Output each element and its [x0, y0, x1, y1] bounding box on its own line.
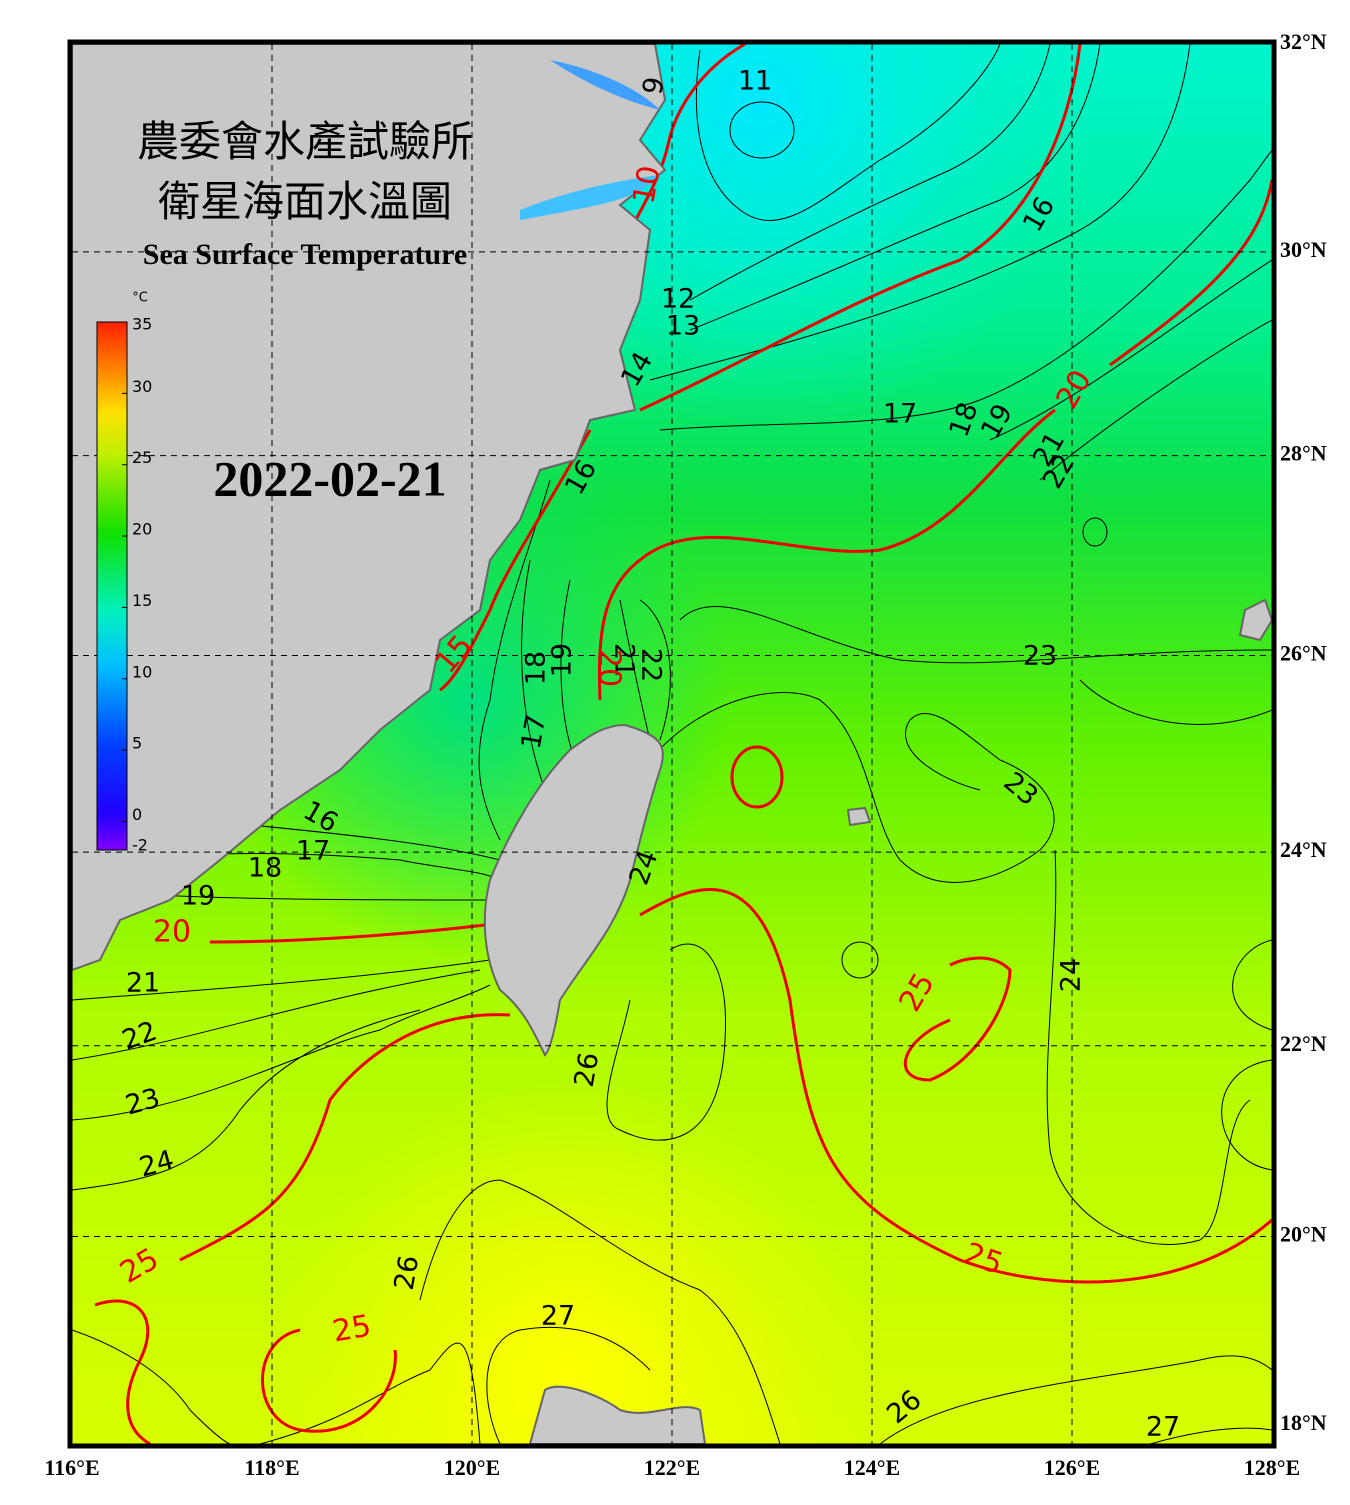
- contour-label: 17: [516, 712, 552, 751]
- colorbar-tick-label: -2: [132, 836, 148, 855]
- axis-labels: 116°E 118°E 120°E 122°E 124°E 126°E 128°E 18°N 2…: [44, 29, 1326, 1480]
- colorbar-tick-label: 25: [132, 448, 152, 467]
- estuary: [550, 60, 660, 110]
- x-tick-label: 124°E: [844, 1455, 900, 1480]
- taiwan: [483, 723, 664, 1057]
- colorbar-tick-label: 35: [132, 315, 152, 334]
- english-title: Sea Surface Temperature: [143, 238, 467, 271]
- contour-label: 19: [547, 643, 578, 677]
- major-contour-label: 10: [626, 163, 667, 207]
- island: [1238, 598, 1272, 642]
- y-tick-label: 20°N: [1280, 1222, 1327, 1247]
- contour-label: 23: [1023, 641, 1057, 672]
- colorbar: [96, 321, 128, 851]
- contour-label: 17: [296, 836, 330, 867]
- y-tick-label: 26°N: [1280, 641, 1327, 666]
- contour-label: 9: [637, 75, 671, 97]
- major-contour-label: 25: [330, 1308, 374, 1349]
- colorbar-tick-label: 0: [132, 805, 142, 824]
- x-tick-label: 118°E: [244, 1455, 299, 1480]
- y-tick-label: 28°N: [1280, 441, 1327, 466]
- x-tick-label: 116°E: [44, 1455, 99, 1480]
- contour-label: 21: [126, 968, 160, 999]
- colorbar-tick-label: 10: [132, 662, 152, 681]
- contour-label: 13: [666, 311, 700, 342]
- contour-label: 27: [1146, 1412, 1180, 1443]
- contour-label: 19: [181, 881, 215, 912]
- x-tick-label: 122°E: [644, 1455, 700, 1480]
- x-tick-label: 126°E: [1044, 1455, 1100, 1480]
- contour-label: 24: [1056, 958, 1087, 992]
- contour-label: 11: [738, 66, 772, 97]
- island: [846, 806, 872, 827]
- y-tick-label: 32°N: [1280, 29, 1327, 54]
- title: 農委會水產試驗所: [137, 117, 473, 166]
- colorbar-tick-label: 20: [132, 520, 152, 539]
- contour-label: 26: [569, 1050, 605, 1089]
- contour-label: 27: [541, 1301, 575, 1332]
- contour-label: 21: [609, 643, 640, 677]
- subtitle: 衛星海面水溫圖: [158, 177, 452, 226]
- y-tick-label: 24°N: [1280, 837, 1327, 862]
- contour-label: 17: [883, 399, 917, 430]
- major-contour-label: 20: [153, 915, 191, 950]
- contour-label: 12: [661, 284, 695, 315]
- major-contours: [94, 44, 1272, 1444]
- frame: [67, 39, 1277, 1449]
- contour-label: 18: [248, 853, 282, 884]
- bay: [520, 175, 660, 220]
- contour-label: 18: [521, 651, 552, 685]
- x-tick-label: 128°E: [1244, 1455, 1300, 1480]
- colorbar-tick-label: 5: [132, 734, 142, 753]
- y-tick-label: 22°N: [1280, 1031, 1327, 1056]
- contour-label: 26: [389, 1253, 425, 1292]
- y-tick-label: 30°N: [1280, 237, 1327, 262]
- major-contour-label: 20: [592, 649, 627, 687]
- y-tick-label: 18°N: [1280, 1410, 1327, 1435]
- grid: [72, 44, 1272, 1444]
- colorbar-ticks: -2 0 5 10 15 20 25 30 35: [122, 315, 152, 855]
- contour-label: 22: [636, 648, 667, 682]
- land: [72, 44, 1272, 1444]
- colorbar-tick-label: 15: [132, 591, 152, 610]
- colorbar-unit: °C: [132, 291, 148, 306]
- x-tick-label: 120°E: [444, 1455, 500, 1480]
- luzon: [528, 1385, 707, 1444]
- colorbar-tick-label: 30: [132, 377, 152, 396]
- date: 2022-02-21: [213, 450, 446, 506]
